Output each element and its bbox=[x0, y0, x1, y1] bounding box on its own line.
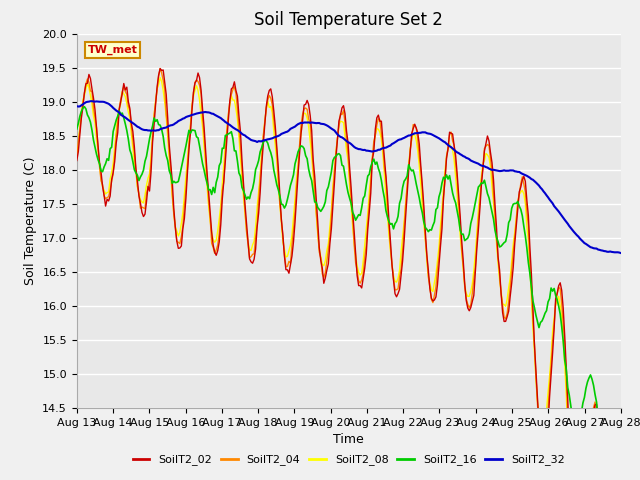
Y-axis label: Soil Temperature (C): Soil Temperature (C) bbox=[24, 156, 36, 285]
X-axis label: Time: Time bbox=[333, 433, 364, 446]
Text: TW_met: TW_met bbox=[88, 45, 138, 55]
Title: Soil Temperature Set 2: Soil Temperature Set 2 bbox=[254, 11, 444, 29]
Legend: SoilT2_02, SoilT2_04, SoilT2_08, SoilT2_16, SoilT2_32: SoilT2_02, SoilT2_04, SoilT2_08, SoilT2_… bbox=[129, 450, 569, 470]
